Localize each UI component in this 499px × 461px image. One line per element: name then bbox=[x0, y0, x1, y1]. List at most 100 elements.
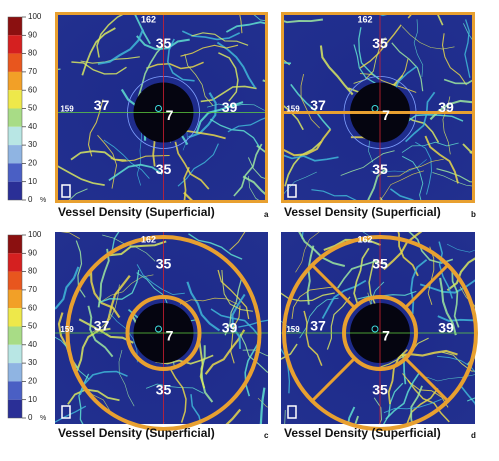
colorbar-segment bbox=[8, 326, 22, 345]
vessel bbox=[244, 339, 261, 397]
vessel bbox=[405, 91, 436, 143]
vessel bbox=[227, 116, 268, 133]
vessel bbox=[217, 269, 250, 320]
sector-spoke bbox=[311, 264, 356, 309]
vessel bbox=[413, 19, 424, 78]
sector-spoke bbox=[404, 357, 449, 402]
vessel bbox=[257, 397, 268, 408]
vessel bbox=[231, 293, 246, 349]
vessel bbox=[353, 247, 370, 305]
vessel bbox=[55, 266, 80, 310]
vessel bbox=[183, 166, 190, 203]
colorbar-label: 100 bbox=[28, 12, 42, 21]
colorbar-label: 60 bbox=[28, 85, 37, 94]
vessel bbox=[462, 143, 475, 157]
vessel bbox=[284, 140, 322, 187]
colorbar-segment bbox=[8, 35, 22, 54]
colorbar-label: 50 bbox=[28, 104, 37, 113]
vessel bbox=[370, 159, 427, 173]
vessel bbox=[391, 42, 424, 92]
vessel bbox=[407, 379, 450, 423]
vessel bbox=[200, 85, 257, 103]
vessel bbox=[424, 135, 459, 184]
sector-spoke bbox=[311, 357, 356, 402]
vessel bbox=[303, 310, 323, 366]
region-frame bbox=[55, 12, 268, 203]
vessel bbox=[340, 150, 395, 176]
vessel bbox=[108, 312, 138, 363]
vessel bbox=[67, 388, 120, 405]
vessel bbox=[145, 383, 204, 394]
vessel bbox=[290, 83, 332, 130]
vessel bbox=[281, 153, 339, 162]
vessel bbox=[436, 355, 475, 373]
vessel bbox=[233, 143, 263, 197]
scale-icon bbox=[61, 184, 71, 198]
vessel bbox=[295, 232, 320, 273]
center-value: 7 bbox=[166, 107, 174, 123]
vessel bbox=[109, 240, 167, 257]
vessel bbox=[439, 277, 457, 336]
vessel bbox=[383, 382, 404, 424]
colorbar-segment bbox=[8, 145, 22, 164]
vessel bbox=[377, 170, 424, 203]
panel-letter: a bbox=[264, 210, 269, 219]
vessel bbox=[166, 38, 195, 82]
vessel bbox=[90, 284, 120, 334]
vessel bbox=[427, 246, 435, 305]
top-value: 162 bbox=[141, 14, 156, 24]
vessel bbox=[98, 269, 140, 304]
colorbar-label: 40 bbox=[28, 122, 37, 131]
vessel bbox=[102, 234, 156, 262]
panel-letter: b bbox=[471, 210, 476, 219]
vessel bbox=[230, 305, 241, 364]
vessel bbox=[188, 233, 243, 260]
colorbar-label: 10 bbox=[28, 395, 37, 404]
outer-ring bbox=[65, 235, 262, 431]
vessel bbox=[383, 232, 423, 271]
colorbar-label: 0 bbox=[28, 413, 33, 422]
vessel bbox=[385, 370, 421, 420]
vessel bbox=[229, 232, 246, 251]
colorbar-label: 50 bbox=[28, 322, 37, 331]
colorbar-segment bbox=[8, 271, 22, 290]
vessel bbox=[137, 43, 166, 97]
vessel bbox=[281, 343, 298, 360]
vessel bbox=[103, 275, 131, 330]
vessel bbox=[284, 409, 286, 424]
inner-ring-overlay bbox=[342, 295, 418, 371]
vessel bbox=[291, 286, 334, 320]
colorbar-label: 0 bbox=[28, 195, 33, 204]
vessel bbox=[441, 33, 467, 86]
superior-value: 35 bbox=[156, 256, 172, 272]
vessel bbox=[451, 269, 460, 328]
vessel bbox=[357, 290, 417, 300]
vessel bbox=[108, 163, 163, 182]
inferior-value: 35 bbox=[156, 161, 172, 177]
vessel bbox=[387, 348, 408, 405]
vessel bbox=[136, 126, 143, 186]
vessel bbox=[319, 45, 354, 96]
vessel bbox=[118, 349, 135, 407]
colorbar-segment bbox=[8, 235, 22, 254]
colorbar-label: 10 bbox=[28, 177, 37, 186]
vessel bbox=[459, 286, 475, 308]
vessel bbox=[326, 296, 351, 350]
inferior-value: 35 bbox=[372, 161, 388, 177]
vessel bbox=[459, 384, 475, 406]
vessel bbox=[410, 259, 428, 315]
vessel bbox=[225, 21, 268, 33]
colorbar-segment bbox=[8, 363, 22, 382]
vessel bbox=[146, 61, 204, 70]
sector-spoke bbox=[404, 264, 449, 309]
fovea-marker bbox=[155, 105, 162, 112]
vessel bbox=[281, 171, 317, 198]
colorbar-unit: % bbox=[40, 197, 46, 204]
vessel bbox=[283, 128, 332, 157]
scale-icon bbox=[287, 184, 297, 198]
vessel bbox=[81, 27, 116, 76]
vessel bbox=[110, 154, 170, 162]
vessel bbox=[78, 373, 90, 424]
vessel bbox=[132, 12, 151, 45]
